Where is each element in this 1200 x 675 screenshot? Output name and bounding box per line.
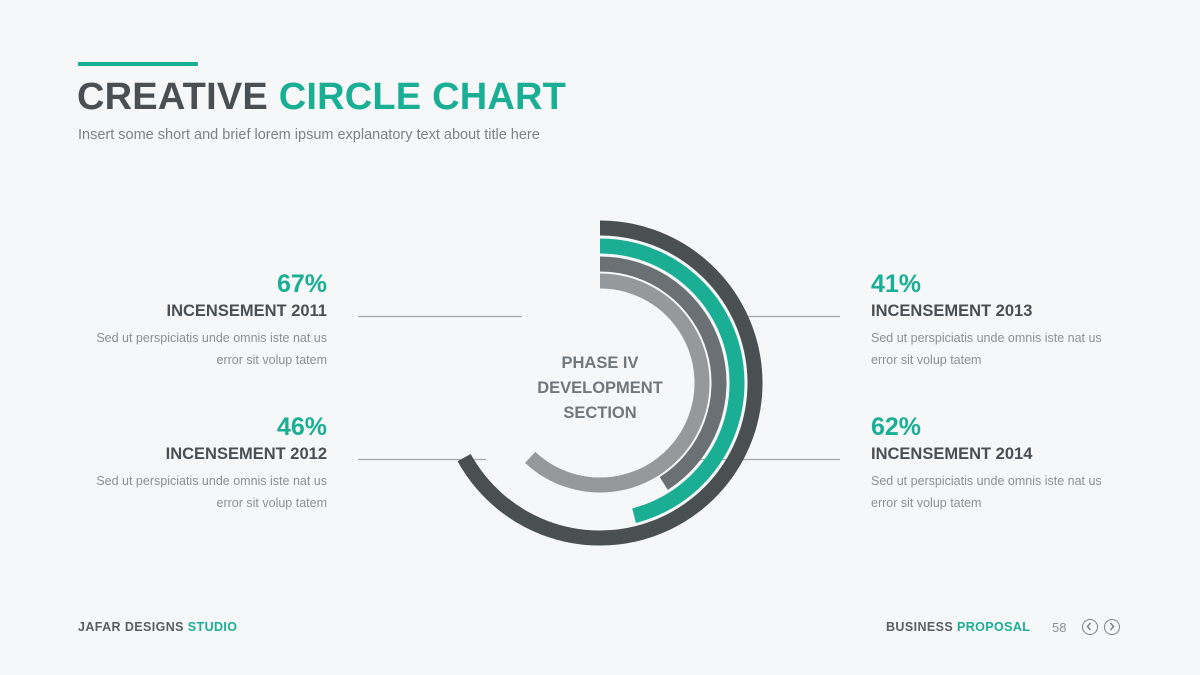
stat-percent: 41% (871, 270, 922, 298)
footer-brand: JAFAR DESIGNS STUDIO (78, 620, 237, 634)
arc-incensement-2014 (525, 273, 710, 493)
stat-title: INCENSEMENT 2012 (165, 445, 327, 463)
title-part-1: CREATIVE (77, 76, 268, 118)
arc-incensement-2013 (599, 256, 727, 490)
page-number: 58 (1052, 620, 1067, 635)
chevron-right-icon (1109, 622, 1115, 631)
footer-brand-part-1: JAFAR DESIGNS (78, 620, 184, 634)
footer-document-name: BUSINESS PROPOSAL (886, 620, 1030, 634)
title-accent-bar (78, 62, 198, 66)
stat-description: Sed ut perspiciatis unde omnis iste nat … (96, 331, 327, 367)
stat-description: Sed ut perspiciatis unde omnis iste nat … (871, 474, 1102, 510)
arc-incensement-2011 (457, 220, 763, 546)
stat-item-2012: 46% INCENSEMENT 2012 Sed ut perspiciatis… (67, 412, 327, 514)
stat-description: Sed ut perspiciatis unde omnis iste nat … (96, 474, 327, 510)
footer-doc-part-1: BUSINESS (886, 620, 954, 634)
stat-percent: 62% (871, 413, 922, 441)
stat-title: INCENSEMENT 2014 (871, 445, 1033, 463)
stat-item-2013: 41% INCENSEMENT 2013 Sed ut perspiciatis… (871, 269, 1121, 371)
footer-brand-part-2: STUDIO (187, 620, 238, 634)
footer-doc-part-2: PROPOSAL (956, 620, 1031, 634)
chevron-left-icon (1086, 622, 1092, 631)
next-page-button[interactable] (1104, 619, 1120, 635)
center-label-line-3: SECTION (563, 404, 636, 422)
stat-item-2011: 67% INCENSEMENT 2011 Sed ut perspiciatis… (67, 269, 327, 371)
chart-rings (457, 220, 763, 546)
stat-description: Sed ut perspiciatis unde omnis iste nat … (871, 331, 1102, 367)
page-subtitle: Insert some short and brief lorem ipsum … (78, 127, 540, 143)
arc-incensement-2012 (599, 238, 745, 523)
stat-title: INCENSEMENT 2011 (166, 302, 327, 320)
center-label-line-2: DEVELOPMENT (537, 379, 663, 397)
center-label-line-1: PHASE IV (561, 354, 638, 372)
page-title: CREATIVE CIRCLE CHART (77, 76, 566, 119)
stat-percent: 46% (276, 413, 327, 441)
stat-title: INCENSEMENT 2013 (871, 302, 1033, 320)
stat-percent: 67% (276, 270, 327, 298)
title-part-2: CIRCLE CHART (278, 76, 567, 118)
stat-item-2014: 62% INCENSEMENT 2014 Sed ut perspiciatis… (871, 412, 1121, 514)
previous-page-button[interactable] (1082, 619, 1098, 635)
